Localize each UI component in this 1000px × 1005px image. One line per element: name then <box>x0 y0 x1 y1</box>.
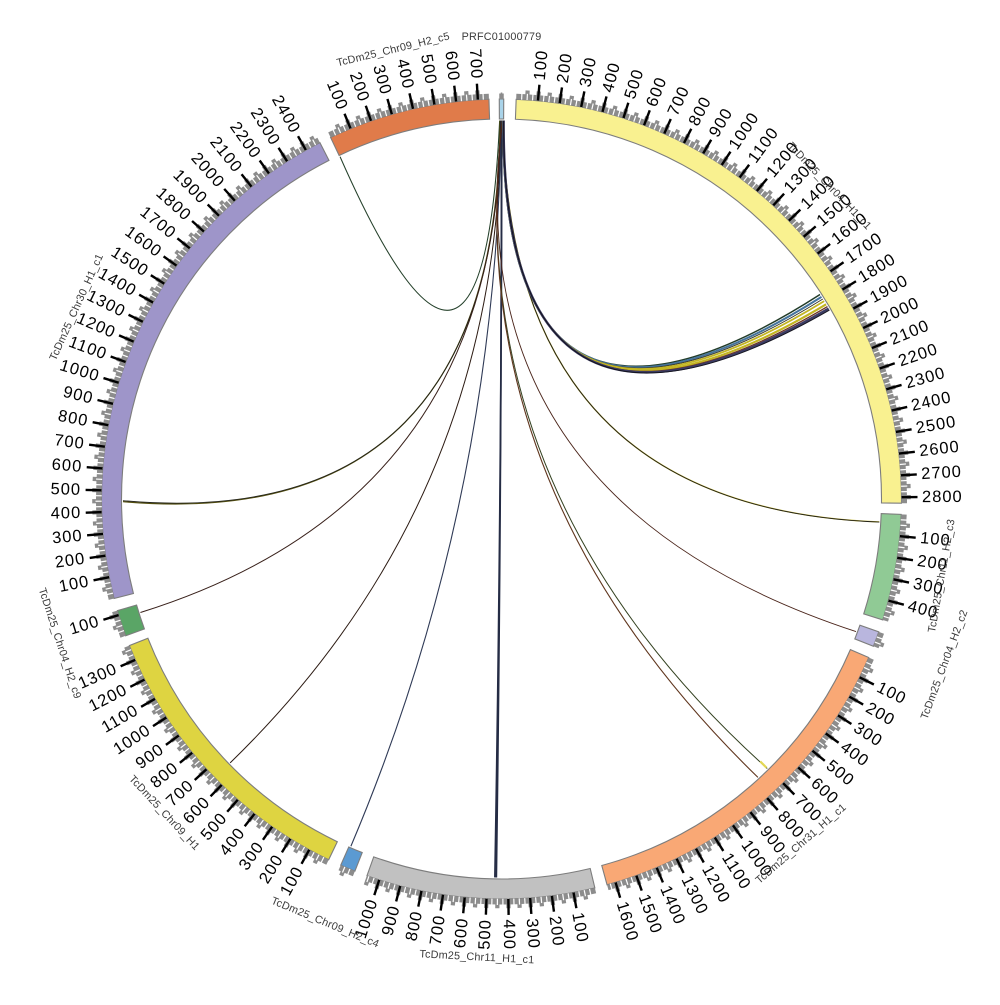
svg-text:300: 300 <box>523 918 543 950</box>
svg-text:200: 200 <box>546 915 568 948</box>
svg-text:600: 600 <box>451 917 472 949</box>
svg-text:2700: 2700 <box>921 463 963 483</box>
svg-text:300: 300 <box>51 527 83 548</box>
svg-text:500: 500 <box>50 480 81 499</box>
svg-text:600: 600 <box>441 50 462 82</box>
svg-text:500: 500 <box>476 919 495 950</box>
svg-text:600: 600 <box>51 456 83 476</box>
svg-text:700: 700 <box>466 48 486 80</box>
svg-text:400: 400 <box>500 919 519 950</box>
svg-text:400: 400 <box>50 504 81 523</box>
svg-text:100: 100 <box>531 49 552 81</box>
svg-text:PRFC01000779: PRFC01000779 <box>462 31 542 43</box>
svg-text:2800: 2800 <box>922 488 963 506</box>
